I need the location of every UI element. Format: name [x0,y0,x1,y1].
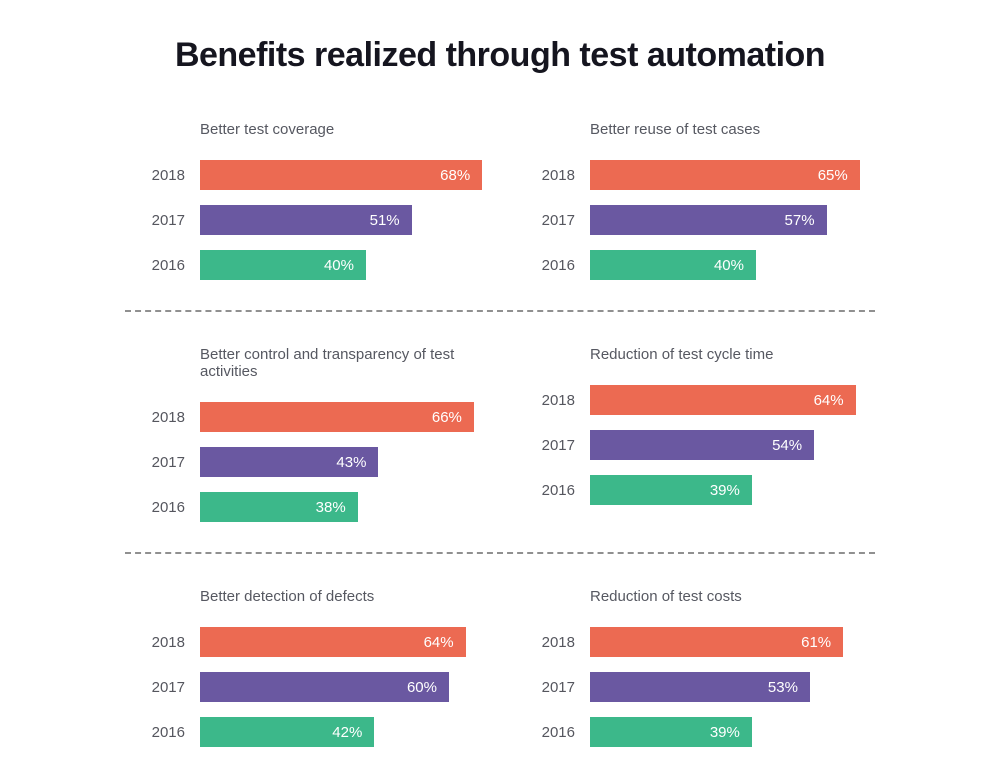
bar-2016: 38% [200,492,358,522]
bar-value-label: 68% [440,166,471,184]
year-label: 2017 [151,678,185,696]
panel-title: Better detection of defects [200,588,375,605]
bar-row-2017: 2017 54% [515,430,875,460]
panel-title: Better control and transparency of test … [200,346,455,380]
year-label: 2016 [541,481,575,499]
year-label: 2018 [151,633,185,651]
year-label: 2018 [541,391,575,409]
bar-2017: 51% [200,205,412,235]
chart-panel-better-reuse-of-test-cases: Better reuse of test cases 2018 65% 2017… [515,121,875,280]
charts-container: Better test coverage 2018 68% 2017 51% 2… [125,121,875,747]
bar-row-2017: 2017 43% [125,447,485,477]
bar-value-label: 40% [713,256,744,274]
bar-value-label: 42% [332,723,363,741]
bar-2017: 43% [200,447,379,477]
panel-title: Reduction of test costs [590,588,742,605]
bar-row-2016: 2016 40% [125,250,485,280]
dashed-divider [125,552,875,554]
chart-panel-reduction-of-test-costs: Reduction of test costs 2018 61% 2017 53… [515,588,875,747]
bar-2016: 40% [200,250,366,280]
bar-value-label: 53% [767,678,798,696]
bar-row-2018: 2018 68% [125,160,485,190]
panel-title: Better reuse of test cases [590,121,761,138]
bar-value-label: 64% [813,391,844,409]
year-label: 2018 [541,633,575,651]
bar-value-label: 60% [406,678,437,696]
bar-row-2018: 2018 61% [515,627,875,657]
year-label: 2016 [151,256,185,274]
panel-row-3: Better detection of defects 2018 64% 201… [125,588,875,747]
bar-row-2017: 2017 51% [125,205,485,235]
bar-row-2016: 2016 39% [515,717,875,747]
bar-2018: 64% [590,385,856,415]
chart-panel-better-control-and-transparency: Better control and transparency of test … [125,346,485,522]
bar-2018: 61% [590,627,844,657]
panel-row-2: Better control and transparency of test … [125,346,875,522]
panel-title: Reduction of test cycle time [590,346,774,363]
panel-row-1: Better test coverage 2018 68% 2017 51% 2… [125,121,875,280]
bar-2018: 64% [200,627,466,657]
bar-2016: 42% [200,717,375,747]
bar-row-2017: 2017 53% [515,672,875,702]
bar-2017: 57% [590,205,827,235]
year-label: 2018 [151,166,185,184]
bar-row-2016: 2016 40% [515,250,875,280]
bar-2018: 66% [200,402,474,432]
bar-value-label: 61% [801,633,832,651]
bar-value-label: 57% [784,211,815,229]
chart-panel-better-test-coverage: Better test coverage 2018 68% 2017 51% 2… [125,121,485,280]
bar-row-2018: 2018 64% [515,385,875,415]
bar-2017: 53% [590,672,810,702]
bar-value-label: 54% [772,436,803,454]
page-title: Benefits realized through test automatio… [174,36,826,74]
bar-value-label: 64% [423,633,454,651]
bar-row-2016: 2016 42% [125,717,485,747]
bar-2017: 60% [200,672,449,702]
year-label: 2017 [151,211,185,229]
year-label: 2016 [151,498,185,516]
bar-value-label: 38% [315,498,346,516]
bar-row-2016: 2016 38% [125,492,485,522]
bar-2017: 54% [590,430,815,460]
bar-2016: 40% [590,250,756,280]
year-label: 2017 [541,211,575,229]
year-label: 2017 [541,436,575,454]
bar-row-2018: 2018 65% [515,160,875,190]
bar-2018: 68% [200,160,483,190]
year-label: 2017 [541,678,575,696]
bar-value-label: 39% [709,723,740,741]
bar-row-2018: 2018 64% [125,627,485,657]
bar-row-2018: 2018 66% [125,402,485,432]
bar-value-label: 39% [709,481,740,499]
bar-2016: 39% [590,475,752,505]
bar-row-2016: 2016 39% [515,475,875,505]
year-label: 2016 [541,256,575,274]
year-label: 2018 [151,408,185,426]
chart-panel-reduction-of-test-cycle-time: Reduction of test cycle time 2018 64% 20… [515,346,875,522]
panel-title: Better test coverage [200,121,335,138]
bar-2016: 39% [590,717,752,747]
bar-value-label: 51% [369,211,400,229]
bar-row-2017: 2017 57% [515,205,875,235]
bar-value-label: 43% [336,453,367,471]
year-label: 2016 [151,723,185,741]
bar-row-2017: 2017 60% [125,672,485,702]
chart-panel-better-detection-of-defects: Better detection of defects 2018 64% 201… [125,588,485,747]
bar-value-label: 40% [323,256,354,274]
bar-2018: 65% [590,160,860,190]
year-label: 2016 [541,723,575,741]
year-label: 2017 [151,453,185,471]
year-label: 2018 [541,166,575,184]
dashed-divider [125,310,875,312]
bar-value-label: 65% [817,166,848,184]
bar-value-label: 66% [431,408,462,426]
